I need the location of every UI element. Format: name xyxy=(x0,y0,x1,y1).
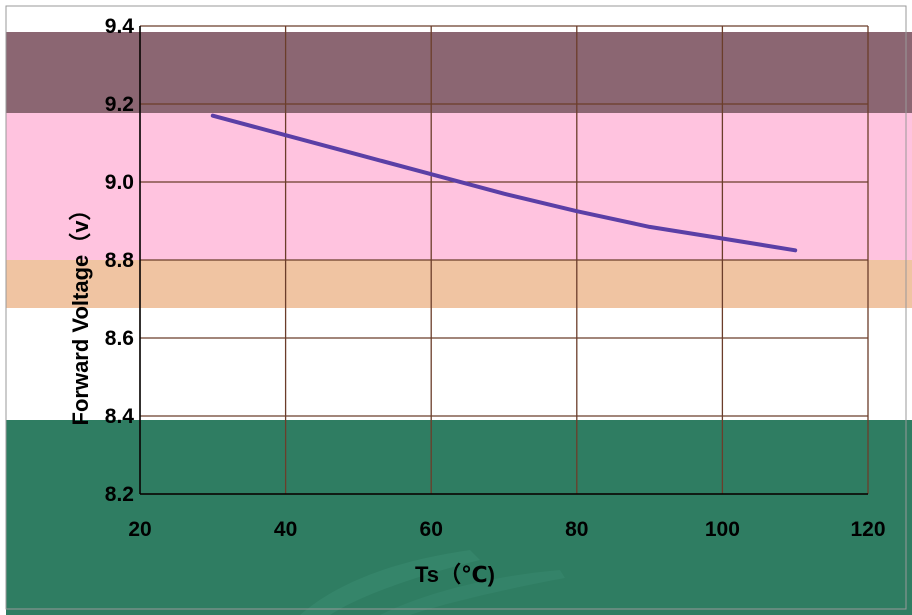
tick-labels: 20 40 60 80 100 120 8.2 8.4 8.6 8.8 9.0 9.2 9.4 xyxy=(105,15,886,541)
band-green-streak xyxy=(300,550,480,615)
data-point xyxy=(502,192,506,196)
data-point xyxy=(648,225,652,229)
band-green-streak xyxy=(380,570,565,615)
outer-frame xyxy=(5,5,907,610)
band-pink-upper xyxy=(6,113,912,216)
data-point xyxy=(211,114,215,118)
x-tick-label: 40 xyxy=(274,518,297,541)
y-axis-label: Forward Voltage（v） xyxy=(68,199,93,426)
band-tan xyxy=(6,260,912,308)
data-point xyxy=(793,248,797,252)
data-point xyxy=(356,153,360,157)
x-tick-label: 60 xyxy=(420,518,443,541)
y-tick-label: 9.2 xyxy=(105,93,134,116)
x-tick-label: 80 xyxy=(565,518,588,541)
y-tick-label: 8.6 xyxy=(105,327,134,350)
data-point xyxy=(575,209,579,213)
band-pink-lower xyxy=(6,216,912,268)
data-point xyxy=(720,237,724,241)
series-group xyxy=(210,113,798,253)
band-maroon xyxy=(6,32,912,124)
y-tick-label: 8.2 xyxy=(105,483,134,506)
x-tick-label: 20 xyxy=(128,518,151,541)
data-point xyxy=(429,172,433,176)
x-axis-label: Ts（℃) xyxy=(415,562,495,587)
y-tick-label: 9.0 xyxy=(105,171,134,194)
band-green xyxy=(6,420,912,615)
data-point xyxy=(284,133,288,137)
axes xyxy=(139,26,868,495)
x-tick-label: 120 xyxy=(850,518,885,541)
y-tick-label: 9.4 xyxy=(105,15,135,38)
x-tick-label: 100 xyxy=(705,518,740,541)
y-tick-label: 8.8 xyxy=(105,249,135,272)
y-tick-label: 8.4 xyxy=(105,405,135,428)
